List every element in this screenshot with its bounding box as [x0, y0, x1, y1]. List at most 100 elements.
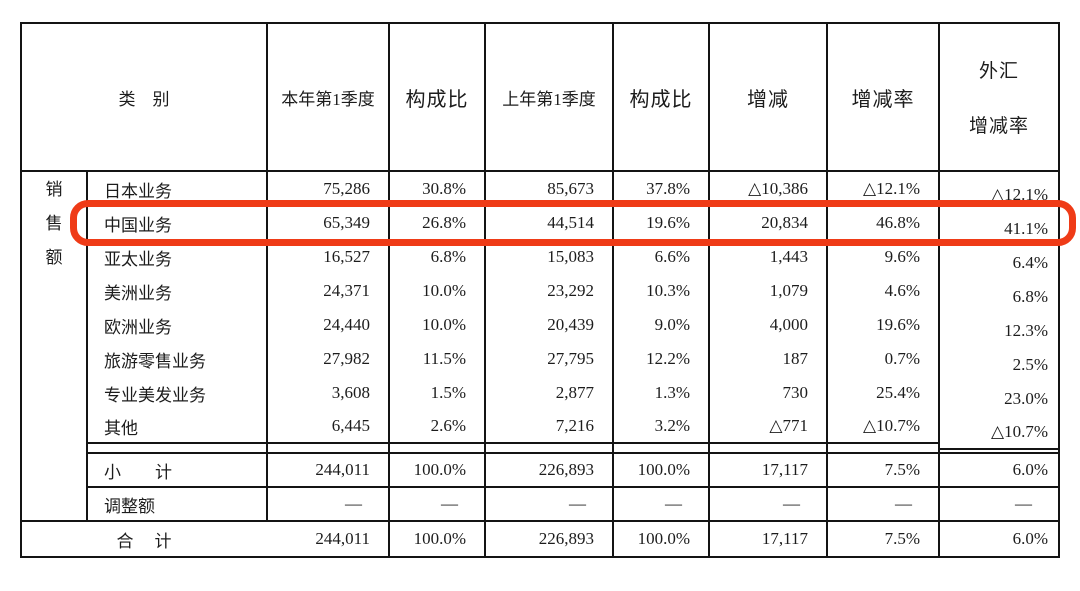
adjustment-value-cell: —	[828, 488, 940, 522]
value-cell: 26.8%	[390, 206, 486, 240]
value-cell: △10,386	[710, 172, 828, 206]
value-cell: 23.0%	[1004, 389, 1048, 408]
value-cell: 187	[710, 342, 828, 376]
value-cell: 27,982	[268, 342, 390, 376]
grand-total-value-cell: 6.0%	[1012, 529, 1048, 548]
value-cell: 75,286	[268, 172, 390, 206]
subtotal-value-cell: 100.0%	[614, 454, 710, 488]
value-cell: 25.4%	[828, 376, 940, 410]
grand-total-value-cell: 100.0%	[614, 522, 710, 556]
value-cell: 6.4%	[1012, 253, 1048, 272]
row-group-char: 额	[45, 248, 63, 267]
value-cell: 30.8%	[390, 172, 486, 206]
row-label-cell: 旅游零售业务	[88, 342, 268, 376]
value-cell: 41.1%	[1004, 219, 1048, 238]
value-cell: 24,440	[268, 308, 390, 342]
grand-total-value-cell: 17,117	[710, 522, 828, 556]
value-cell: 20,834	[710, 206, 828, 240]
value-cell: 7,216	[486, 410, 614, 444]
adjustment-value-cell: —	[614, 488, 710, 522]
value-cell: △771	[710, 410, 828, 444]
header-current-q1: 本年第1季度	[268, 24, 390, 172]
value-cell: △12.1%	[828, 172, 940, 206]
grand-total-value-cell: 244,011	[268, 522, 390, 556]
value-cell: 730	[710, 376, 828, 410]
value-cell: 15,083	[486, 240, 614, 274]
value-cell: 10.0%	[390, 274, 486, 308]
row-group-char: 售	[45, 214, 63, 233]
subtotal-value-cell: 226,893	[486, 454, 614, 488]
value-cell: 10.3%	[614, 274, 710, 308]
subtotal-value-cell: 244,011	[268, 454, 390, 488]
double-rule-spacer	[940, 444, 1058, 454]
value-cell: 4.6%	[828, 274, 940, 308]
adjustment-value-cell: —	[940, 488, 1058, 522]
value-cell: 1.3%	[614, 376, 710, 410]
header-change: 增减	[710, 24, 828, 172]
row-label-cell: 美洲业务	[88, 274, 268, 308]
value-cell: 9.6%	[828, 240, 940, 274]
value-cell: 11.5%	[390, 342, 486, 376]
value-cell: 2.6%	[390, 410, 486, 444]
subtotal-value-cell: 6.0%	[940, 454, 1058, 488]
grand-total-value-cell: 226,893	[486, 522, 614, 556]
header-fx-change-rate: 外汇 增减率	[940, 24, 1058, 172]
row-label-cell: 其他	[88, 410, 268, 444]
subtotal-value-cell: 7.5%	[828, 454, 940, 488]
subtotal-label-cell: 小 计	[88, 454, 268, 488]
value-cell: 12.2%	[614, 342, 710, 376]
grand-total-value-cell: 7.5%	[828, 522, 940, 556]
value-cell: 19.6%	[828, 308, 940, 342]
value-cell: △10.7%	[940, 416, 1058, 450]
grand-total-value-cell: 100.0%	[390, 522, 486, 556]
double-rule-spacer	[486, 444, 614, 454]
double-rule-spacer	[390, 444, 486, 454]
value-cell: 2,877	[486, 376, 614, 410]
row-label-cell: 亚太业务	[88, 240, 268, 274]
header-composition-prior: 构成比	[614, 24, 710, 172]
value-cell: 6.6%	[614, 240, 710, 274]
value-cell: 6.8%	[1012, 287, 1048, 306]
subtotal-value-cell: 17,117	[710, 454, 828, 488]
value-cell: 3,608	[268, 376, 390, 410]
value-cell: 24,371	[268, 274, 390, 308]
value-cell: 3.2%	[614, 410, 710, 444]
adjustment-value-cell: —	[390, 488, 486, 522]
adjustment-value-cell: —	[268, 488, 390, 522]
row-group-label-sales: 销 售 额	[22, 172, 88, 522]
grand-total-label: 合 计	[116, 531, 174, 551]
header-composition-current: 构成比	[390, 24, 486, 172]
header-change-rate: 增减率	[828, 24, 940, 172]
value-cell: 37.8%	[614, 172, 710, 206]
value-cell: 1,079	[710, 274, 828, 308]
value-cell: 27,795	[486, 342, 614, 376]
double-rule-spacer	[268, 444, 390, 454]
value-cell: 1.5%	[390, 376, 486, 410]
header-prior-q1: 上年第1季度	[486, 24, 614, 172]
value-cell: 46.8%	[828, 206, 940, 240]
value-cell: 19.6%	[614, 206, 710, 240]
value-cell: 9.0%	[614, 308, 710, 342]
value-cell: 16,527	[268, 240, 390, 274]
value-cell: △12.1%	[991, 185, 1048, 204]
header-fx-line1: 外汇	[978, 61, 1019, 82]
value-cell: 85,673	[486, 172, 614, 206]
header-category: 类 别	[22, 24, 268, 172]
subtotal-value-cell: 100.0%	[390, 454, 486, 488]
value-cell: 65,349	[268, 206, 390, 240]
header-fx-line2: 增减率	[968, 116, 1029, 137]
adjustment-label-cell: 调整额	[88, 488, 268, 522]
financial-table: 类 别 本年第1季度 构成比 上年第1季度 构成比 增减 增减率 外汇 增减率 …	[20, 22, 1060, 558]
value-cell: 0.7%	[828, 342, 940, 376]
value-cell: 2.5%	[1012, 355, 1048, 374]
value-cell: 20,439	[486, 308, 614, 342]
double-rule-spacer	[828, 444, 940, 454]
adjustment-value-cell: —	[710, 488, 828, 522]
value-cell: 23,292	[486, 274, 614, 308]
value-cell: 44,514	[486, 206, 614, 240]
row-label-cell: 专业美发业务	[88, 376, 268, 410]
row-label-cell: 中国业务	[88, 206, 268, 240]
value-cell: 10.0%	[390, 308, 486, 342]
row-label-cell: 日本业务	[88, 172, 268, 206]
